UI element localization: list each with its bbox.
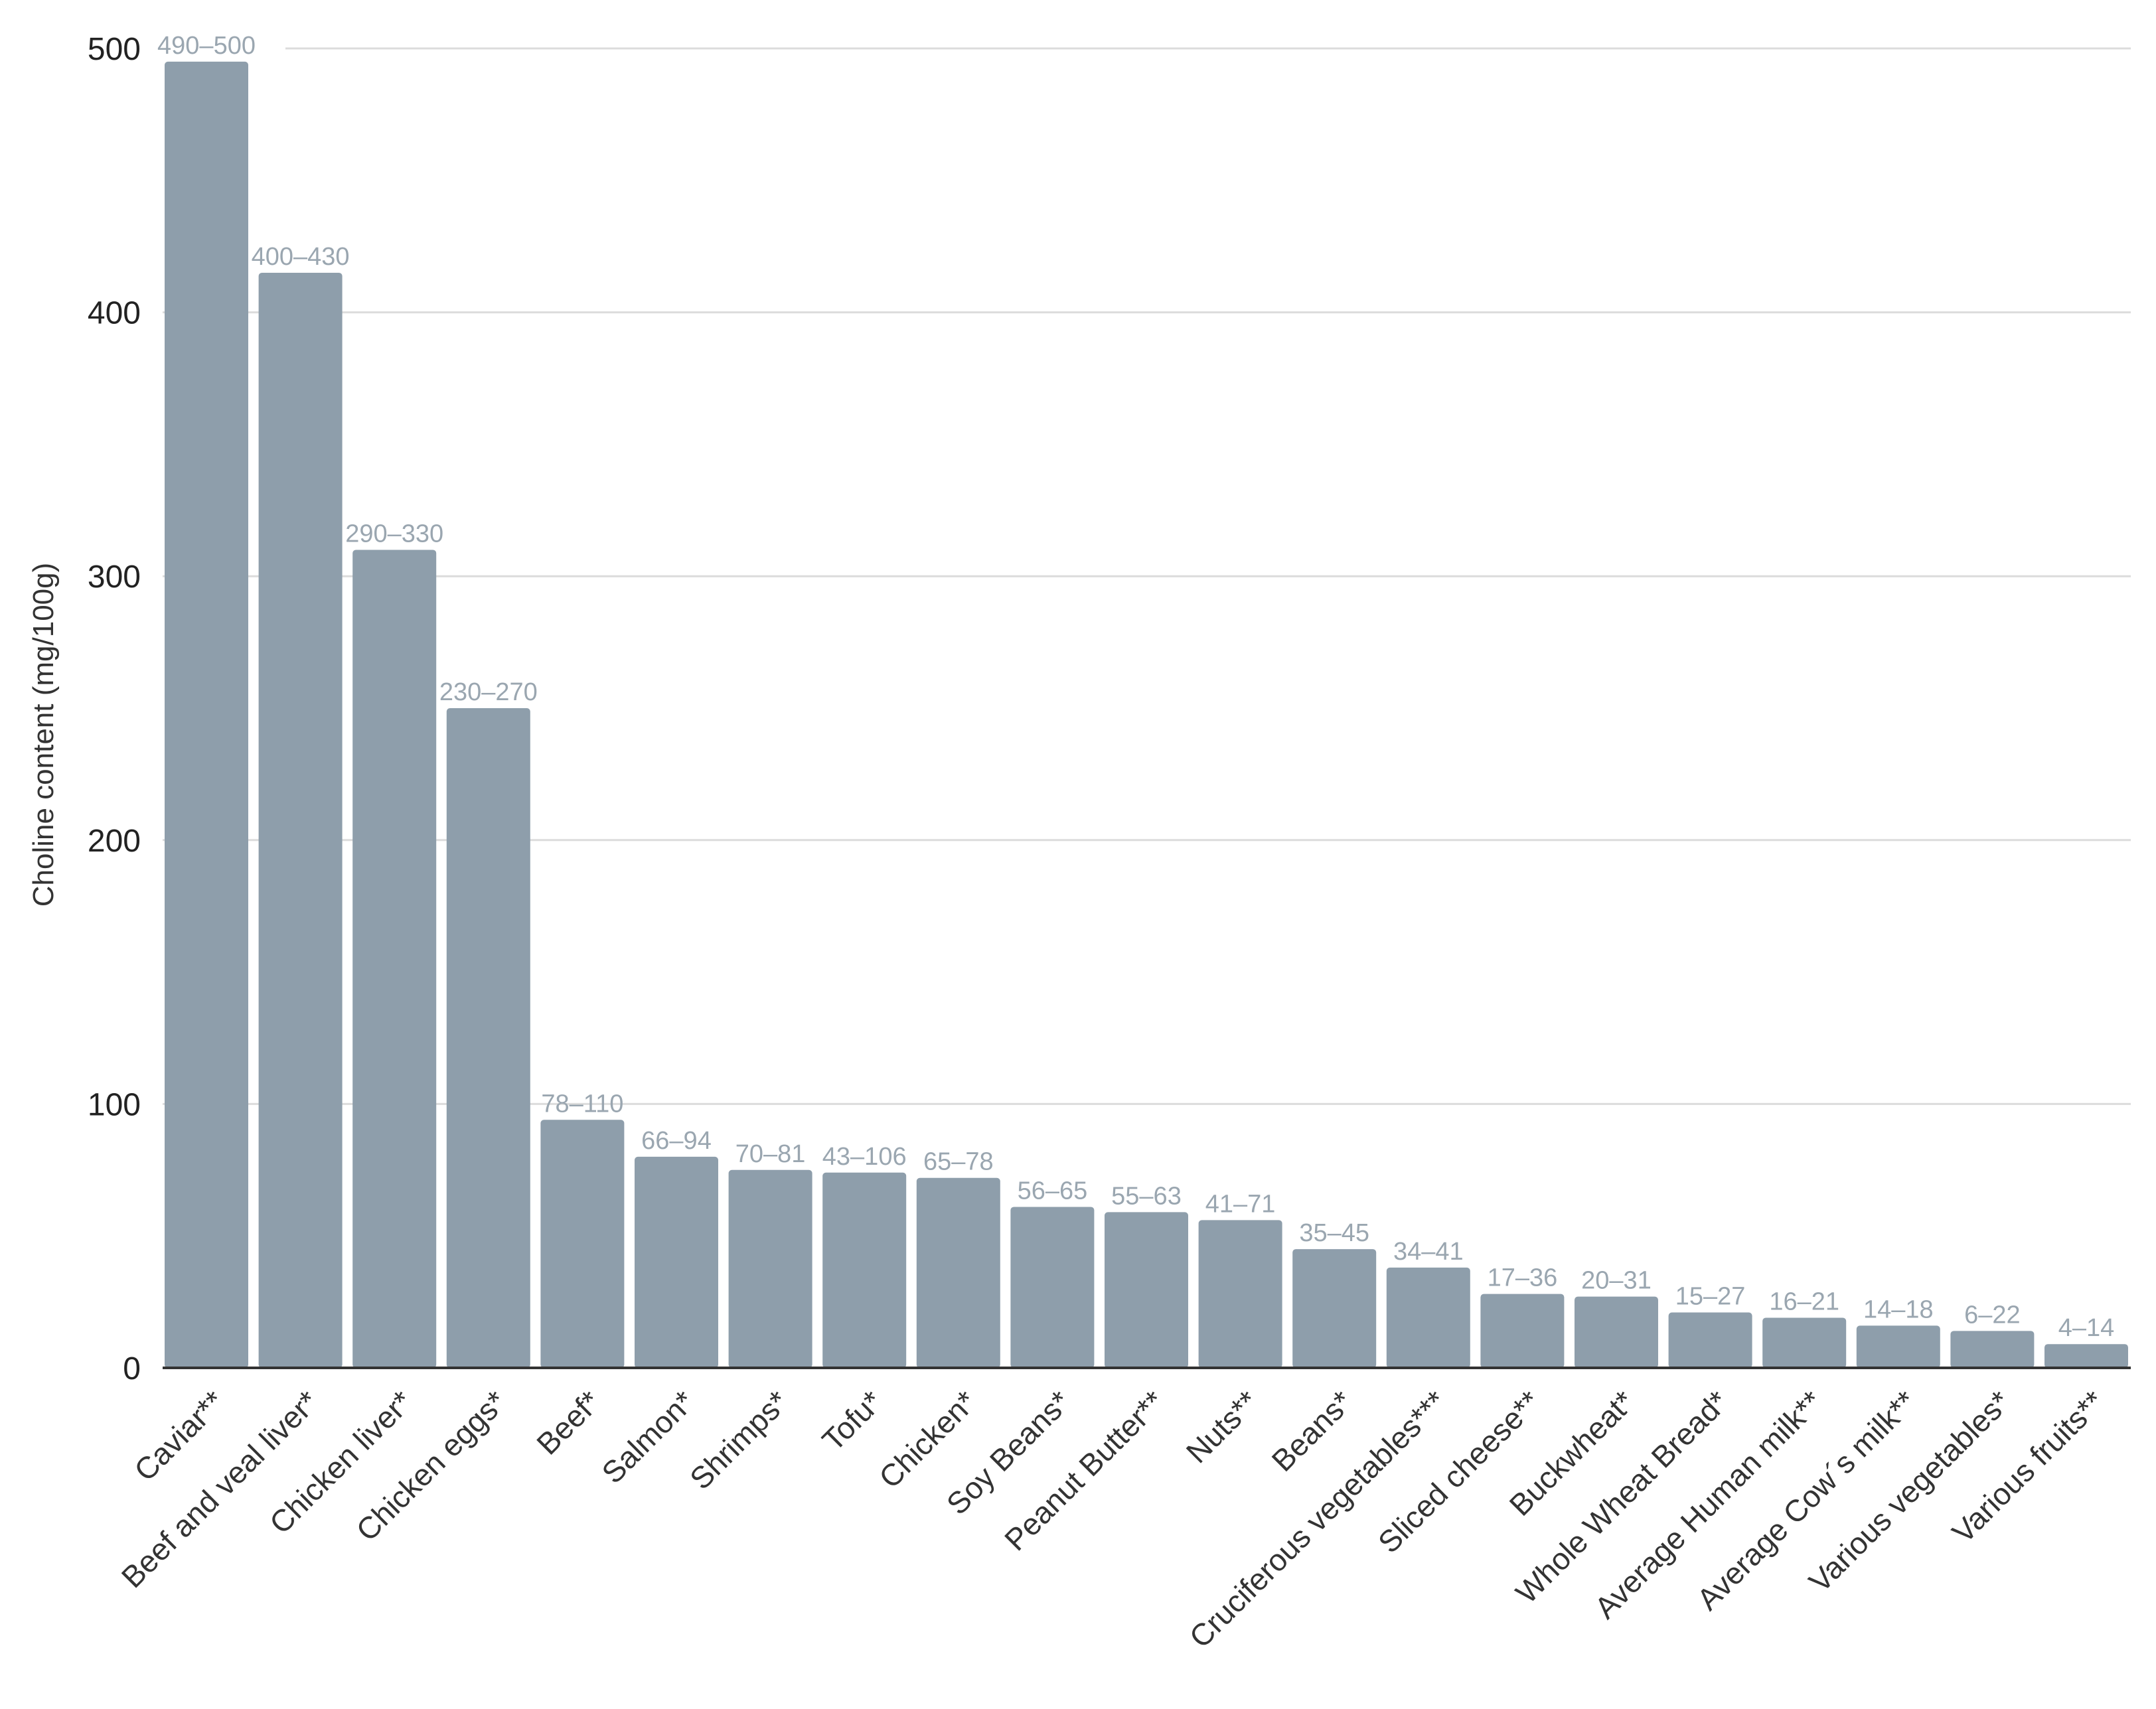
bar <box>1575 1296 1658 1368</box>
data-label: 34–41 <box>1393 1238 1464 1266</box>
data-label: 400–430 <box>252 243 350 271</box>
y-tick-label: 400 <box>88 296 141 331</box>
bar <box>1105 1212 1188 1368</box>
bar <box>1010 1207 1095 1368</box>
data-labels: 490–500 400–430 290–330 230–270 78–110 66–94 7… <box>157 32 2114 1342</box>
bar <box>352 550 437 1369</box>
data-label: 70–81 <box>735 1140 806 1168</box>
data-label: 41–71 <box>1205 1190 1276 1218</box>
data-label: 35–45 <box>1299 1219 1369 1247</box>
bar <box>540 1120 625 1368</box>
bar <box>1386 1267 1470 1368</box>
data-label: 66–94 <box>641 1127 712 1155</box>
x-tick-label: Peanut Butter** <box>998 1384 1171 1557</box>
y-axis-label: Choline content (mg/100g) <box>27 563 60 907</box>
x-tick-label: Nuts** <box>1180 1384 1265 1469</box>
bar <box>635 1156 718 1368</box>
y-tick-label: 100 <box>88 1087 141 1122</box>
bar <box>1856 1325 1940 1368</box>
bar <box>446 708 530 1368</box>
data-label: 6–22 <box>1964 1301 2021 1329</box>
data-label: 16–21 <box>1769 1288 1839 1315</box>
x-axis-ticks: Caviar**Beef and veal liver*Chicken live… <box>115 1384 2112 1654</box>
bar <box>1292 1249 1377 1368</box>
bar <box>1480 1294 1565 1368</box>
bar <box>258 272 343 1369</box>
bar <box>1762 1317 1847 1368</box>
data-label: 15–27 <box>1675 1283 1746 1311</box>
y-tick-label: 0 <box>123 1351 141 1386</box>
x-tick-label: Beans* <box>1265 1384 1359 1478</box>
data-label: 43–106 <box>822 1143 907 1171</box>
data-label: 78–110 <box>541 1090 623 1118</box>
y-tick-label: 300 <box>88 559 141 595</box>
bar <box>1668 1312 1752 1368</box>
x-tick-label: Sliced cheese** <box>1371 1384 1547 1560</box>
bar <box>728 1169 812 1368</box>
data-label: 56–65 <box>1018 1177 1088 1205</box>
data-label: 290–330 <box>345 520 443 548</box>
data-label: 490–500 <box>157 32 256 60</box>
y-axis-ticks: 0 100 200 300 400 500 <box>88 32 141 1386</box>
data-label: 4–14 <box>2058 1314 2115 1342</box>
bar <box>1950 1331 2035 1368</box>
data-label: 55–63 <box>1111 1182 1182 1210</box>
y-tick-label: 500 <box>88 32 141 67</box>
bar <box>2044 1344 2128 1368</box>
y-tick-label: 200 <box>88 824 141 859</box>
x-tick-label: Tofu* <box>815 1384 889 1457</box>
data-label: 20–31 <box>1581 1267 1652 1295</box>
bars <box>165 61 2128 1369</box>
bar <box>1198 1220 1282 1368</box>
data-label: 17–36 <box>1488 1264 1558 1292</box>
bar <box>165 61 248 1368</box>
data-label: 65–78 <box>923 1148 994 1176</box>
bar <box>916 1177 1000 1368</box>
x-tick-label: Shrimps* <box>683 1384 795 1496</box>
bar <box>822 1172 907 1368</box>
data-label: 14–18 <box>1863 1296 1934 1323</box>
x-tick-label: Beef* <box>530 1384 607 1461</box>
data-label: 230–270 <box>439 678 538 706</box>
